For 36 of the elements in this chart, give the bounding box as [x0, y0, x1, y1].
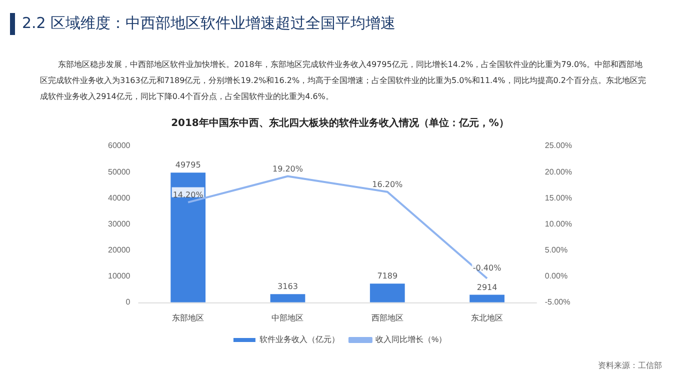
- text: 资料来源：工信部: [598, 360, 662, 371]
- y-tick-label: 0: [126, 298, 131, 307]
- bar: [470, 294, 504, 302]
- bar: [170, 172, 206, 302]
- data-label: 16.20%: [372, 180, 404, 189]
- y2-tick-label: -5.00%: [544, 298, 570, 307]
- x-tick-label: 西部地区: [371, 313, 404, 322]
- data-label: -0.40%: [472, 263, 502, 272]
- y2-tick-label: 10.00%: [544, 219, 572, 228]
- x-tick-label: 东部地区: [172, 313, 204, 322]
- y-tick-label: 40000: [108, 193, 131, 202]
- y2-tick-label: 25.00%: [544, 141, 572, 150]
- data-label: 3163: [278, 282, 298, 292]
- y-tick-label: 50000: [108, 167, 131, 176]
- text: 2.2 区域维度：中西部地区软件业增速超过全国平均增速: [22, 14, 396, 33]
- data-label: 2914: [476, 282, 498, 292]
- legend-label: 软件业务收入（亿元）: [259, 335, 340, 344]
- y2-tick-label: 0.00%: [544, 272, 568, 281]
- legend-label: 收入同比增长（%）: [375, 335, 447, 344]
- x-tick-label: 中部地区: [272, 313, 304, 322]
- data-label: 7189: [377, 272, 398, 281]
- data-label: 14.20%: [172, 190, 204, 200]
- data-label: 19.20%: [272, 164, 304, 174]
- x-tick-label: 东北地区: [471, 313, 504, 322]
- y2-tick-label: 15.00%: [544, 193, 572, 202]
- text: 东部地区稳步发展，中西部地区软件业加快增长。2018年，东部地区完成软件业务收入49795亿元，同比增长14.2%，占全国软件业的比重为79.0%。中部和西部地区完成软件业务收入为3163亿元和7189亿元，分别增长19.2%和16.2%，均高于全国增速；占全国软件业的比重为5.0%和11.4%，同比均提高0.2个百分点。东北地区完成软件业务收入2914亿元，同比下降0.4个百分点，占全国软件业的比重为4.6%。: [40, 59, 648, 103]
- y2-tick-label: 5.00%: [544, 245, 568, 254]
- y-tick-label: 20000: [108, 245, 131, 254]
- y-tick-label: 30000: [108, 219, 131, 228]
- y-tick-label: 60000: [108, 141, 131, 150]
- y-tick-label: 10000: [108, 272, 131, 281]
- bar: [270, 294, 306, 302]
- bar: [370, 284, 405, 302]
- chart-title: 2018年中国东中西、东北四大板块的软件业务收入情况（单位：亿元，%）: [170, 116, 510, 130]
- data-label: 49795: [175, 160, 201, 170]
- y2-tick-label: 20.00%: [544, 167, 572, 176]
